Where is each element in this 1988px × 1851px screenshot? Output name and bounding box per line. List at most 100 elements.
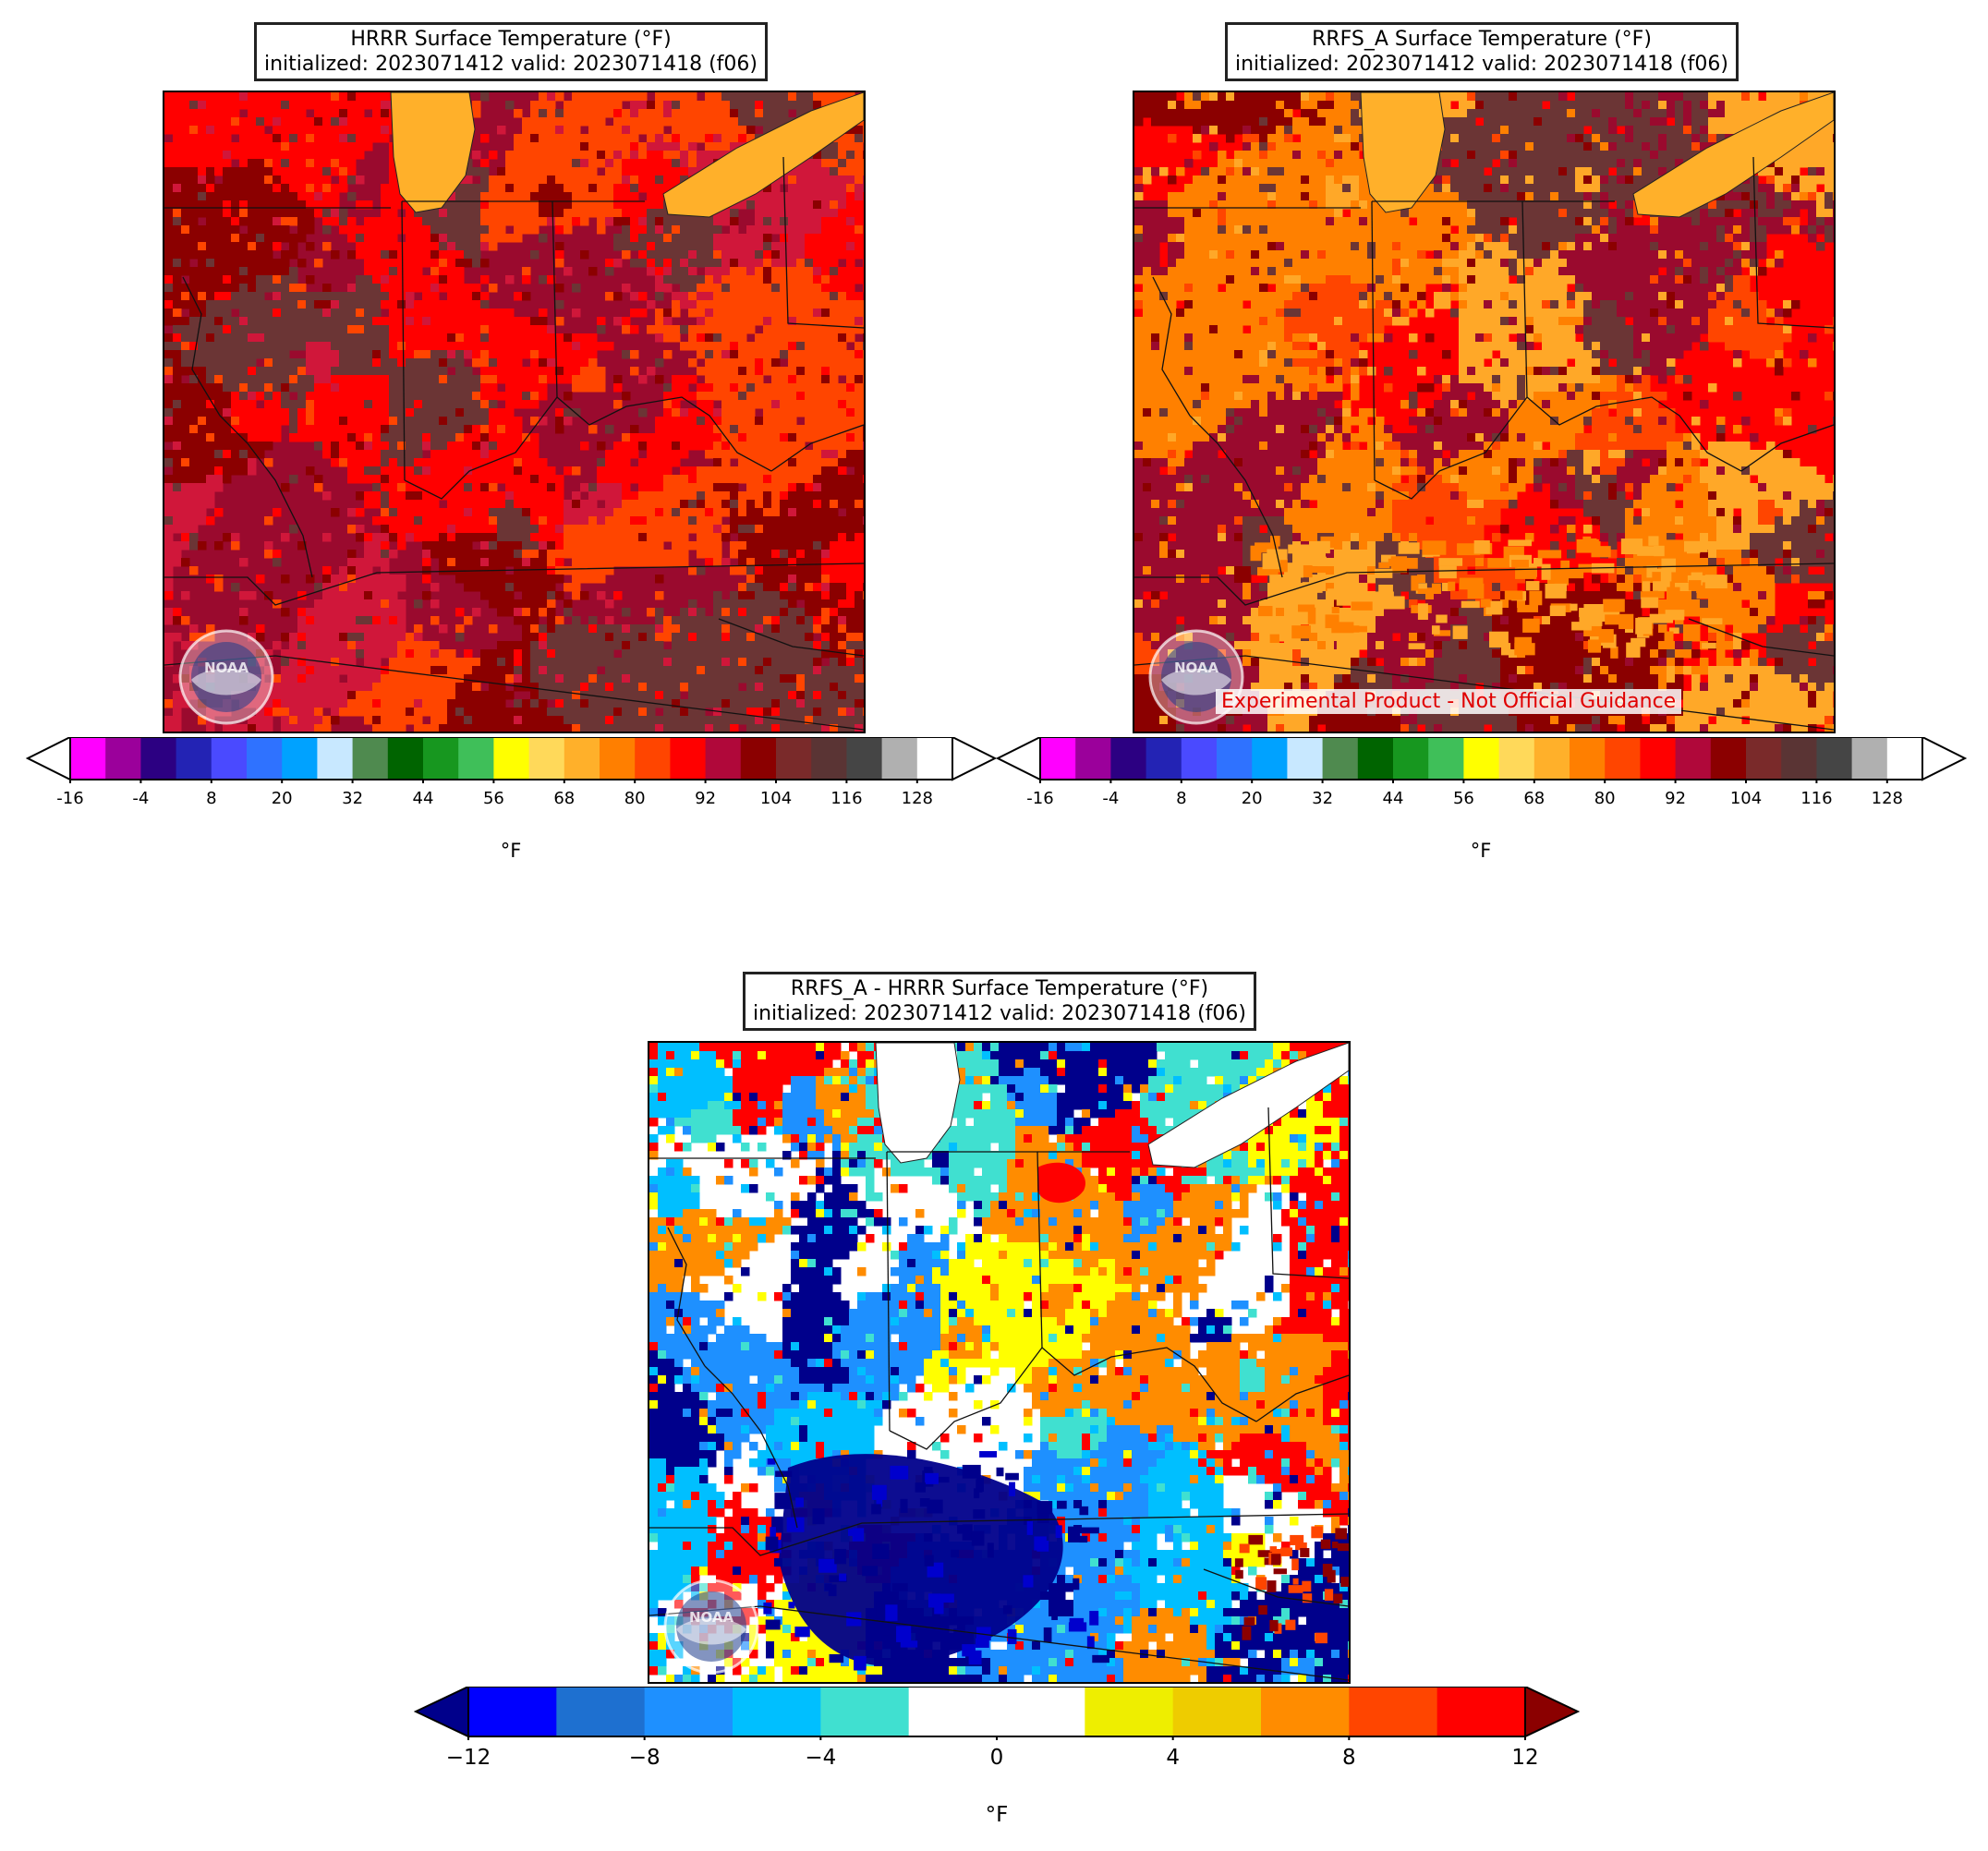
state-border: [401, 200, 406, 481]
colorbar-swatch: [1172, 1687, 1262, 1736]
colorbar-swatch: [740, 737, 777, 780]
hrrr-colorbar-label: °F: [500, 840, 522, 862]
state-border: [1526, 396, 1742, 472]
lake-michigan: [1360, 92, 1446, 213]
colorbar-tick-label: 92: [1665, 789, 1687, 808]
state-border: [1752, 156, 1834, 329]
colorbar-tick-label: 4: [1166, 1746, 1180, 1770]
diff-colorbar-label: °F: [985, 1803, 1009, 1827]
noaa-logo-text: NOAA: [1174, 659, 1219, 676]
colorbar-tick-label: 56: [482, 789, 504, 808]
colorbar-swatch: [564, 737, 600, 780]
colorbar-swatch: [70, 737, 106, 780]
lake-erie: [1147, 1043, 1349, 1168]
hrrr-colorbar: [25, 735, 998, 787]
rrfs-title-line2: initialized: 2023071412 valid: 202307141…: [1235, 53, 1728, 76]
colorbar-swatch: [820, 1687, 910, 1736]
noaa-logo: NOAA: [649, 1578, 773, 1679]
colorbar-tick-label: 8: [1342, 1746, 1356, 1770]
state-border: [886, 1151, 891, 1432]
hrrr-title-line1: HRRR Surface Temperature (°F): [350, 28, 672, 51]
colorbar-swatch: [600, 737, 636, 780]
diff-title-line1: RRFS_A - HRRR Surface Temperature (°F): [790, 977, 1209, 1000]
colorbar-swatch: [635, 737, 671, 780]
colorbar-tick-label: 32: [342, 789, 364, 808]
colorbar-swatch: [670, 737, 707, 780]
state-border: [1041, 1347, 1257, 1422]
colorbar-swatch: [1498, 737, 1535, 780]
hrrr-title: HRRR Surface Temperature (°F) initialize…: [254, 22, 768, 81]
state-border: [889, 1347, 1043, 1450]
colorbar-swatch: [1287, 737, 1324, 780]
colorbar-swatch: [644, 1687, 733, 1736]
colorbar-swatch: [247, 737, 283, 780]
colorbar-tick-label: 0: [989, 1746, 1004, 1770]
experimental-disclaimer: Experimental Product - Not Official Guid…: [1216, 689, 1682, 714]
colorbar-swatch: [1217, 737, 1253, 780]
diff-title: RRFS_A - HRRR Surface Temperature (°F) i…: [743, 972, 1256, 1031]
extend-low: [25, 735, 71, 781]
hrrr-map: [163, 91, 866, 733]
colorbar-swatch: [105, 737, 141, 780]
colorbar-swatch: [493, 737, 530, 780]
noaa-logo-text: NOAA: [689, 1609, 734, 1626]
colorbar-swatch: [1851, 737, 1888, 780]
extend-high: [952, 735, 998, 781]
colorbar-swatch: [846, 737, 883, 780]
colorbar-swatch: [1357, 737, 1394, 780]
colorbar-swatch: [776, 737, 812, 780]
colorbar-swatch: [1085, 1687, 1174, 1736]
colorbar-swatch: [1322, 737, 1359, 780]
colorbar-swatch: [916, 737, 953, 780]
diff-map: [648, 1041, 1351, 1684]
colorbar-swatch: [556, 1687, 646, 1736]
colorbar-swatch: [458, 737, 494, 780]
colorbar-tick-label: 128: [901, 789, 933, 808]
state-border: [667, 1227, 706, 1367]
colorbar-tick-label: 68: [1523, 789, 1546, 808]
extend-high: [1921, 735, 1968, 781]
state-border: [1374, 396, 1528, 500]
colorbar-tick-label: 8: [206, 789, 217, 808]
colorbar-swatch: [1710, 737, 1747, 780]
colorbar-tick-label: 20: [1241, 789, 1263, 808]
colorbar-tick-label: 68: [553, 789, 576, 808]
colorbar-swatch: [1816, 737, 1853, 780]
lake-erie: [1632, 92, 1834, 218]
colorbar-swatch: [1570, 737, 1606, 780]
state-border: [770, 424, 864, 472]
colorbar-swatch: [387, 737, 424, 780]
state-border: [219, 415, 313, 578]
state-border: [718, 618, 864, 657]
colorbar-swatch: [1675, 737, 1712, 780]
rrfs-colorbar-label: °F: [1470, 840, 1492, 862]
lake-erie: [662, 92, 864, 218]
noaa-logo: NOAA: [1134, 628, 1258, 730]
colorbar-tick-label: 56: [1452, 789, 1474, 808]
colorbar-tick-label: -4: [132, 789, 150, 808]
diff-title-line2: initialized: 2023071412 valid: 202307141…: [753, 1002, 1246, 1025]
colorbar-tick-label: 116: [830, 789, 863, 808]
colorbar-swatch: [468, 1687, 557, 1736]
colorbar-swatch: [282, 737, 318, 780]
state-border: [1740, 424, 1834, 472]
rrfs-colorbar: [995, 735, 1968, 787]
warm-band: [1250, 536, 1727, 659]
state-border: [1255, 1374, 1349, 1422]
colorbar-tick-label: −4: [805, 1746, 837, 1770]
colorbar-tick-label: 80: [624, 789, 646, 808]
state-border: [1134, 563, 1834, 606]
colorbar-tick-label: 104: [1729, 789, 1763, 808]
colorbar-swatch: [211, 737, 248, 780]
colorbar-swatch: [733, 1687, 821, 1736]
colorbar-swatch: [1463, 737, 1500, 780]
extend-high: [1524, 1685, 1581, 1738]
colorbar-tick-label: 128: [1871, 789, 1903, 808]
colorbar-swatch: [1110, 737, 1147, 780]
state-border: [649, 1513, 1349, 1556]
colorbar-tick-label: 116: [1800, 789, 1833, 808]
state-border: [556, 396, 772, 472]
colorbar-tick-label: -16: [1026, 789, 1054, 808]
colorbar-swatch: [1781, 737, 1817, 780]
colorbar-tick-label: 80: [1594, 789, 1616, 808]
